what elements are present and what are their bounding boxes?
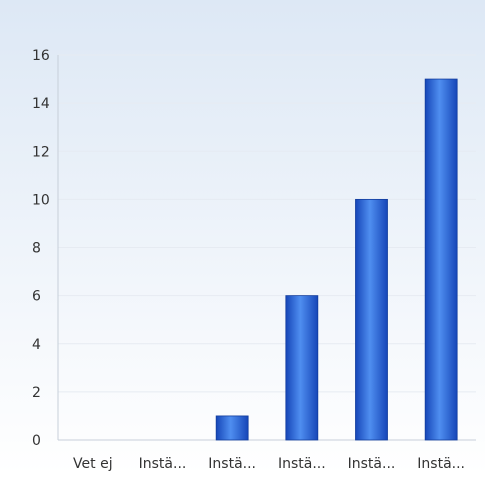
y-axis-tick-labels: 0 2 4 6 8 10 12 14 16	[32, 48, 50, 449]
bars	[215, 78, 458, 441]
gridlines	[58, 54, 476, 393]
y-tick-label: 0	[32, 433, 41, 449]
x-tick-label: Vet ej	[73, 456, 113, 472]
x-tick-label: Instä...	[348, 456, 396, 472]
x-tick-label: Instä...	[208, 456, 256, 472]
bar	[215, 415, 249, 441]
y-tick-label: 2	[32, 385, 41, 401]
x-tick-label: Instä...	[139, 456, 187, 472]
bar	[355, 198, 388, 441]
y-tick-label: 10	[32, 192, 50, 208]
y-tick-label: 4	[32, 337, 41, 353]
bar	[424, 78, 458, 441]
y-tick-label: 14	[32, 96, 50, 112]
y-tick-label: 12	[32, 144, 50, 160]
bar	[285, 295, 319, 441]
x-axis-tick-labels: Vet ej Instä... Instä... Instä... Instä... In…	[73, 456, 465, 472]
x-tick-label: Instä...	[417, 456, 465, 472]
axes	[57, 55, 476, 441]
x-tick-label: Instä...	[278, 456, 326, 472]
y-tick-label: 6	[32, 289, 41, 305]
y-tick-label: 16	[32, 48, 50, 64]
y-tick-label: 8	[32, 241, 41, 257]
